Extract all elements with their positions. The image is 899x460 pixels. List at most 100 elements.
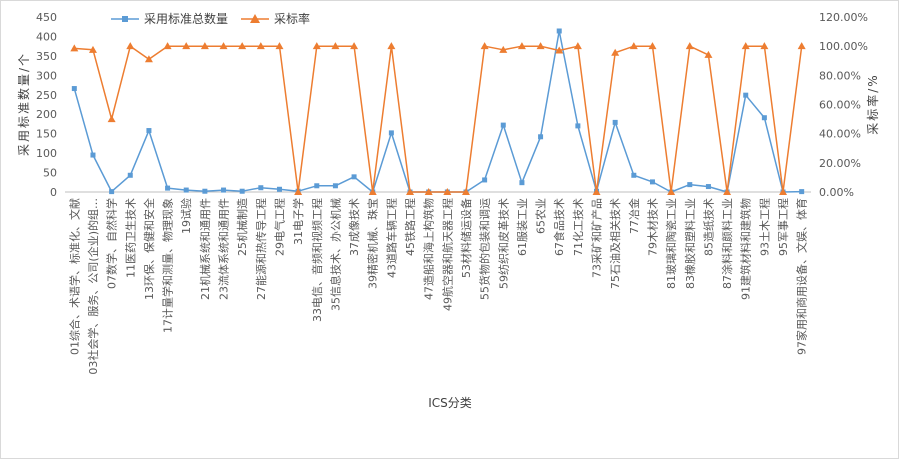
x-tick-label: 67食品技术	[552, 198, 566, 256]
y-tick-label: 150	[36, 128, 57, 141]
x-tick-label: 19试验	[179, 198, 193, 234]
series-2-point	[144, 55, 153, 63]
series-1-point	[687, 182, 693, 188]
series-2-point	[163, 42, 172, 50]
x-tick-label: 49航空器和航天器工程	[440, 198, 454, 311]
series-2-point	[480, 42, 489, 50]
x-tick-label: 73采矿和矿产品	[590, 198, 604, 278]
series-1-point	[239, 188, 245, 194]
y-tick-label: 250	[36, 89, 57, 102]
x-tick-label: 17计量学和测量、物理现象	[161, 198, 175, 333]
series-1-point	[276, 186, 282, 192]
x-tick-label: 03社会学、服务、公司(企业)的组…	[86, 198, 100, 375]
series-1-point	[575, 123, 581, 129]
series-1-point	[519, 180, 525, 186]
series-1-point	[351, 174, 357, 180]
y2-tick-label: 20.00%	[819, 157, 861, 170]
x-tick-label: 01综合、术语学、标准化、文献	[67, 198, 81, 355]
series-1-point	[71, 86, 77, 92]
series-2-point	[331, 42, 340, 50]
x-tick-label: 21机械系统和通用件	[198, 198, 212, 300]
x-tick-label: 81玻璃和陶瓷工业	[664, 198, 678, 289]
x-tick-label: 93土木工程	[758, 198, 771, 256]
series-line-2	[74, 45, 803, 193]
y-tick-label: 0	[50, 186, 57, 199]
series-2-point	[88, 45, 97, 53]
series-2-point	[219, 42, 228, 50]
series-2-point	[350, 42, 359, 50]
series-2-point	[443, 188, 452, 195]
series-2-point	[760, 42, 769, 50]
series-1-point	[183, 187, 189, 193]
series-1-point	[90, 152, 96, 158]
x-tick-label: 79木材技术	[645, 198, 659, 256]
series-1-point	[538, 134, 544, 140]
x-tick-label: 13环保、保健和安全	[142, 198, 156, 300]
series-2-point	[294, 188, 303, 195]
x-tick-label: 45铁路工程	[404, 198, 417, 256]
series-1-point	[761, 115, 767, 121]
series-2-point	[592, 188, 601, 195]
y2-tick-label: 80.00%	[819, 69, 861, 82]
series-2-point	[182, 42, 191, 50]
series-1-point	[743, 92, 749, 98]
series-1-point	[127, 172, 133, 178]
y-tick-label: 200	[36, 108, 57, 121]
x-tick-label: 33电信、音频和视频工程	[310, 198, 324, 322]
series-1-point	[556, 28, 562, 34]
series-2-point	[536, 42, 545, 50]
series-1-point	[109, 189, 115, 195]
series-2-point	[723, 188, 732, 195]
x-tick-label: 25机械制造	[235, 198, 249, 256]
series-1-point	[612, 119, 618, 125]
x-tick-label: 39精密机械、珠宝	[366, 198, 380, 289]
series-2-point	[499, 45, 508, 53]
x-tick-label: 23流体系统和通用件	[217, 198, 231, 300]
y2-tick-label: 100.00%	[819, 40, 868, 53]
series-2-point	[704, 50, 713, 58]
series-2-point	[387, 42, 396, 50]
x-tick-label: 95军事工程	[777, 198, 790, 256]
series-1-point	[482, 177, 488, 183]
series-2-point	[797, 42, 806, 50]
series-2-point	[779, 188, 788, 195]
series-2-point	[312, 42, 321, 50]
series-1-point	[332, 183, 338, 189]
series-2-point	[200, 42, 209, 50]
series-line-1	[73, 30, 802, 193]
x-tick-label: 65农业	[534, 198, 548, 234]
series-2-point	[256, 42, 265, 50]
series-2-point	[611, 48, 620, 56]
series-2-point	[107, 115, 116, 123]
series-1-point	[799, 189, 805, 195]
y-tick-label: 400	[36, 30, 57, 43]
x-tick-label: 07数学、自然科学	[105, 198, 119, 289]
x-tick-label: 11医药卫生技术	[123, 198, 137, 278]
x-tick-label: 47造船和海上构筑物	[422, 198, 436, 300]
series-2-point	[70, 44, 79, 52]
x-tick-label: 31电子学	[291, 198, 305, 245]
legend-marker-1	[122, 16, 128, 22]
y-tick-label: 350	[36, 50, 57, 63]
series-1-point	[388, 130, 394, 136]
x-tick-label: 75石油及相关技术	[608, 198, 622, 289]
x-tick-label: 27能源和热传导工程	[254, 198, 268, 300]
series-2-point	[629, 42, 638, 50]
y2-tick-label: 40.00%	[819, 128, 861, 141]
series-2-point	[741, 42, 750, 50]
legend-label-2: 采标率	[274, 11, 310, 26]
y-tick-label: 450	[36, 11, 57, 24]
series-2-point	[667, 188, 676, 195]
series-2-point	[685, 42, 694, 50]
x-tick-label: 35信息技术、办公机械	[328, 198, 342, 311]
x-tick-label: 43道路车辆工程	[384, 198, 398, 278]
x-tick-label: 91建筑材料和建筑物	[739, 198, 753, 300]
series-2-point	[461, 188, 470, 195]
series-2-point	[573, 42, 582, 50]
y-tick-label: 100	[36, 147, 57, 160]
series-2-point	[424, 188, 433, 195]
x-tick-label: 85造纸技术	[701, 198, 715, 256]
x-tick-label: 83橡胶和塑料工业	[683, 198, 697, 289]
y2-tick-label: 60.00%	[819, 99, 861, 112]
